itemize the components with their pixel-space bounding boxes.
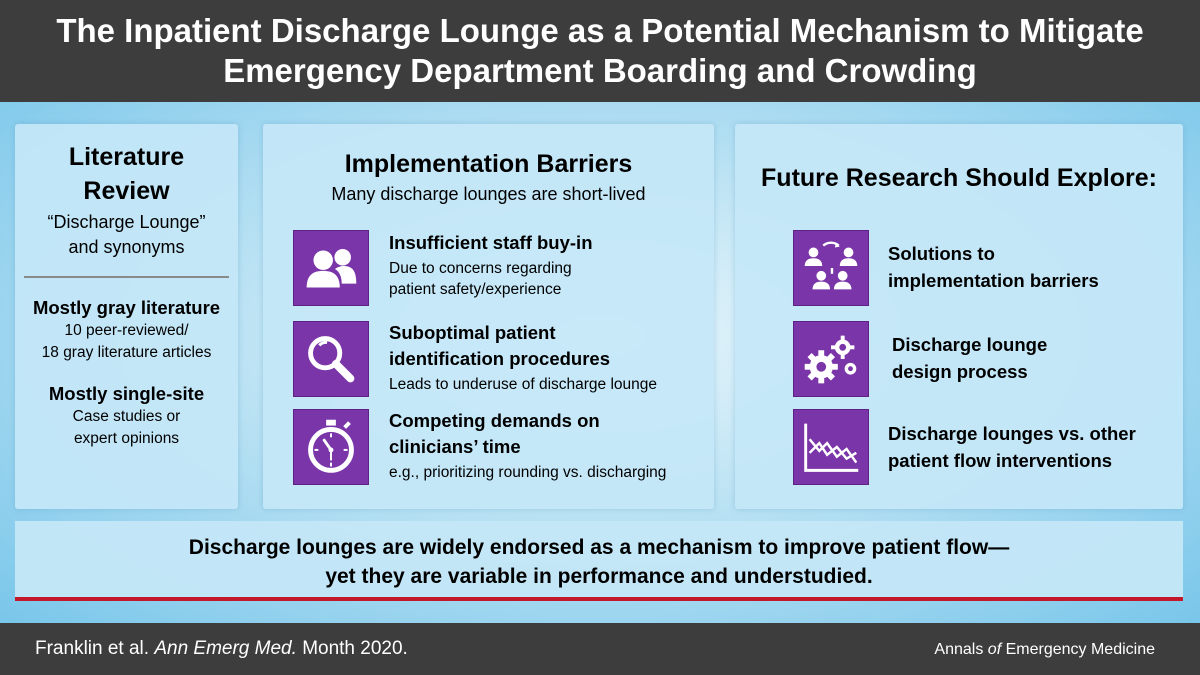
title-line-2: Emergency Department Boarding and Crowdi… <box>223 52 977 89</box>
finding-1-detail-2: 18 gray literature articles <box>41 344 212 361</box>
citation-journal: Ann Emerg Med. <box>154 638 297 659</box>
gears-icon <box>793 321 869 397</box>
barrier-3-heading-1: Competing demands on <box>389 410 600 431</box>
barriers-title: Implementation Barriers <box>344 150 633 178</box>
future-3-line-2: patient flow interventions <box>888 450 1113 471</box>
footer-bar: Franklin et al. Ann Emerg Med. Month 202… <box>0 623 1200 675</box>
future-2-line-2: design process <box>892 361 1028 382</box>
barrier-2-detail: Leads to underuse of discharge lounge <box>389 376 658 393</box>
finding-1-detail-1: 10 peer-reviewed/ <box>64 322 189 339</box>
cycle-people-icon <box>793 230 869 306</box>
divider <box>24 276 229 278</box>
magnifier-icon <box>293 321 369 397</box>
people-icon <box>293 230 369 306</box>
future-research-title: Future Research Should Explore: <box>761 164 1157 192</box>
finding-2-heading: Mostly single-site <box>48 383 205 404</box>
journal-name-part-3: Emergency Medicine <box>1005 641 1155 658</box>
journal-name-part-2: of <box>987 641 1002 658</box>
finding-2-detail-2: expert opinions <box>73 430 180 447</box>
future-1-line-2: implementation barriers <box>888 270 1099 291</box>
citation-authors: Franklin et al. <box>35 638 150 659</box>
content-area: Literature Review “Discharge Lounge” and… <box>0 102 1200 623</box>
barrier-1-heading: Insufficient staff buy-in <box>389 232 593 253</box>
journal-name-part-1: Annals <box>934 641 984 658</box>
barrier-1-detail-2: patient safety/experience <box>389 281 562 298</box>
conclusion-line-2: yet they are variable in performance and… <box>325 565 873 588</box>
title-line-1: The Inpatient Discharge Lounge as a Pote… <box>56 12 1144 49</box>
finding-2-detail-1: Case studies or <box>72 408 181 425</box>
title-bar: The Inpatient Discharge Lounge as a Pote… <box>0 0 1200 102</box>
citation-date: Month 2020. <box>302 638 408 659</box>
implementation-barriers-panel: Implementation Barriers Many discharge l… <box>263 124 714 509</box>
future-research-panel: Future Research Should Explore: Solution… <box>735 124 1183 509</box>
search-term-line-1: “Discharge Lounge” <box>47 212 206 232</box>
future-2-line-1: Discharge lounge <box>892 334 1048 355</box>
conclusion-line-1: Discharge lounges are widely endorsed as… <box>188 536 1010 559</box>
finding-1-heading: Mostly gray literature <box>32 297 221 318</box>
literature-review-title: Literature Review <box>15 140 238 208</box>
literature-review-panel: Literature Review “Discharge Lounge” and… <box>15 124 238 509</box>
future-3-line-1: Discharge lounges vs. other <box>888 423 1136 444</box>
literature-search-terms: “Discharge Lounge” and synonyms <box>15 210 238 260</box>
conclusion-banner: Discharge lounges are widely endorsed as… <box>15 521 1183 601</box>
barrier-3-heading-2: clinicians’ time <box>389 436 521 457</box>
barrier-2-heading-2: identification procedures <box>389 348 611 369</box>
journal-logo: Annals of Emergency Medicine <box>934 639 1155 661</box>
literature-title-line-1: Literature <box>68 143 185 171</box>
barrier-3-detail: e.g., prioritizing rounding vs. discharg… <box>389 464 667 481</box>
literature-title-line-2: Review <box>83 177 170 205</box>
barrier-1-detail-1: Due to concerns regarding <box>389 260 572 277</box>
citation: Franklin et al. Ann Emerg Med. Month 202… <box>35 636 408 662</box>
barriers-subtitle: Many discharge lounges are short-lived <box>331 184 646 204</box>
line-chart-icon <box>793 409 869 485</box>
future-1-line-1: Solutions to <box>888 243 995 264</box>
barrier-2-heading-1: Suboptimal patient <box>389 322 556 343</box>
search-term-line-2: and synonyms <box>68 237 185 257</box>
stopwatch-icon <box>293 409 369 485</box>
